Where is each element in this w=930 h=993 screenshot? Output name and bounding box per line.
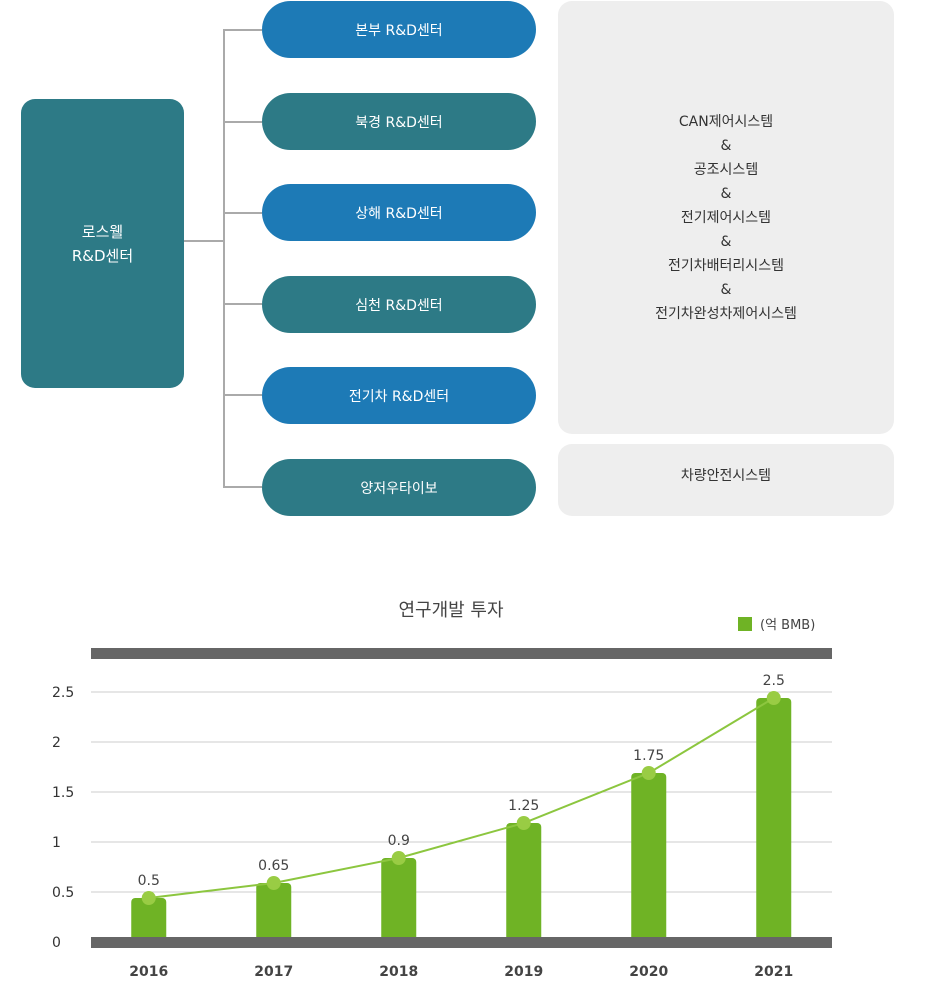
y-tick-label: 2 [52, 735, 61, 751]
system-line: 전기차완성차제어시스템 [655, 305, 797, 322]
system-line: 공조시스템 [693, 161, 759, 178]
data-label: 0.65 [258, 858, 289, 874]
connector-branch [223, 29, 262, 31]
system-line: CAN제어시스템 [678, 113, 774, 130]
y-tick-label: 1 [52, 835, 61, 851]
x-axis-band [91, 937, 832, 948]
data-point [141, 891, 156, 905]
data-label: 1.25 [508, 798, 539, 814]
connector-branch [223, 212, 262, 214]
data-label: 0.5 [138, 873, 160, 889]
data-point [641, 766, 656, 780]
center-label: 상해 R&D센터 [355, 205, 443, 222]
legend-label: (억 BMB) [760, 618, 816, 633]
chart-legend: (억 BMB) [738, 614, 815, 633]
connector-branch [223, 303, 262, 305]
safety-system-label: 차량안전시스템 [680, 468, 772, 484]
bar [381, 858, 417, 942]
x-tick-label: 2018 [379, 964, 418, 980]
root-center-box: 로스웰 R&D센터 [21, 99, 184, 388]
bar [756, 698, 792, 942]
system-line: & [720, 185, 732, 202]
connector-branch [223, 121, 262, 123]
rnd-investment-chart: 0 0.5 1 1.5 2 2.5 0.5 0.65 0.9 1.25 1.75 2.5 2016 201… [52, 648, 832, 980]
data-label: 1.75 [633, 748, 664, 764]
bar [631, 773, 667, 942]
top-band [91, 648, 832, 659]
x-tick-label: 2016 [129, 964, 168, 980]
bar [256, 883, 292, 942]
data-point [516, 816, 531, 830]
connector-trunk [223, 29, 225, 488]
center-pill-shenzhen: 심천 R&D센터 [262, 276, 536, 333]
x-tick-label: 2017 [254, 964, 293, 980]
system-line: 전기차배터리시스템 [668, 257, 784, 274]
root-center-name: 로스웰 [81, 222, 124, 241]
y-tick-label: 0.5 [52, 885, 74, 901]
data-label: 0.9 [388, 833, 410, 849]
data-label: 2.5 [763, 673, 785, 689]
trend-line [148, 697, 775, 899]
y-tick-label: 1.5 [52, 785, 74, 801]
root-center-sub: R&D센터 [71, 246, 134, 265]
data-point [766, 691, 781, 705]
center-pill-shanghai: 상해 R&D센터 [262, 184, 536, 241]
center-label: 양저우타이보 [360, 480, 438, 497]
center-label: 북경 R&D센터 [355, 114, 443, 131]
connector-root [184, 240, 224, 242]
connector-branch [223, 394, 262, 396]
center-pill-hq: 본부 R&D센터 [262, 1, 536, 58]
bar [131, 898, 167, 942]
center-pill-ev: 전기차 R&D센터 [262, 367, 536, 424]
x-tick-label: 2019 [504, 964, 543, 980]
center-label: 본부 R&D센터 [355, 22, 443, 39]
legend-swatch [738, 616, 752, 631]
systems-box: CAN제어시스템 & 공조시스템 & 전기제어시스템 & 전기차배터리시스템 &… [558, 1, 894, 434]
center-label: 전기차 R&D센터 [348, 388, 450, 405]
system-line: & [720, 137, 732, 154]
system-line: & [720, 233, 732, 250]
y-tick-label: 0 [52, 935, 61, 951]
y-tick-label: 2.5 [52, 685, 74, 701]
connector-branch [223, 486, 262, 488]
center-pill-yangzhou: 양저우타이보 [262, 459, 536, 516]
data-point [391, 851, 406, 865]
center-label: 심천 R&D센터 [355, 297, 443, 314]
safety-system-box: 차량안전시스템 [558, 444, 894, 516]
chart-title: 연구개발 투자 [398, 600, 504, 621]
bar [506, 823, 542, 942]
system-line: & [720, 281, 732, 298]
x-tick-label: 2021 [754, 964, 793, 980]
system-line: 전기제어시스템 [680, 209, 772, 226]
center-pill-beijing: 북경 R&D센터 [262, 93, 536, 150]
data-point [266, 876, 281, 890]
x-tick-label: 2020 [629, 964, 668, 980]
